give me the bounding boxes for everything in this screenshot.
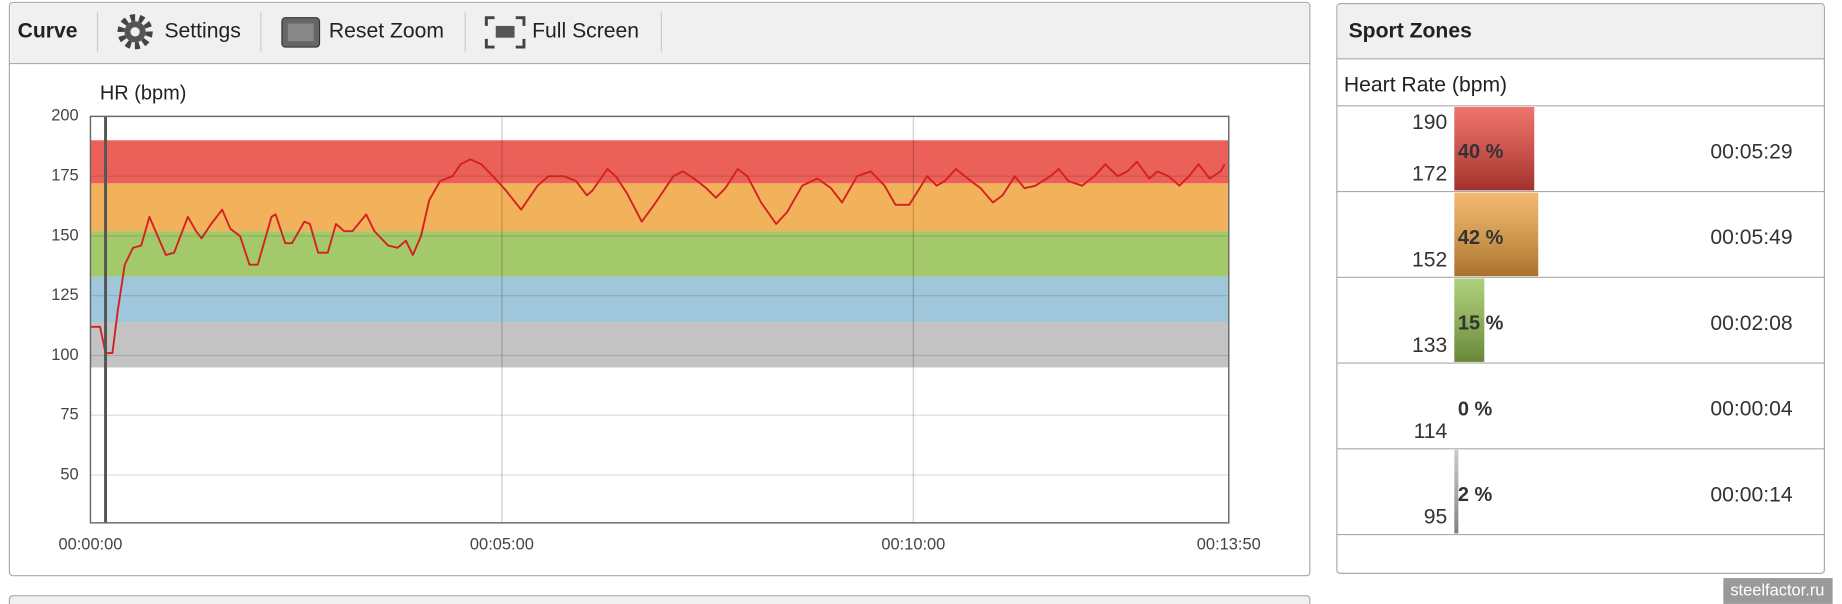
y-tick-label: 75	[60, 406, 78, 424]
y-tick-label: 125	[51, 286, 78, 304]
zone-bar-shade	[1454, 278, 1485, 362]
button-label: Full Screen	[532, 19, 639, 42]
zone-lower: 172	[1412, 163, 1447, 186]
zone-bar-shade	[1454, 450, 1459, 534]
y-tick-label: 200	[51, 107, 78, 125]
gear-icon	[130, 27, 140, 37]
toolbar-title: Curve	[18, 19, 78, 42]
fullscreen-icon	[495, 25, 515, 38]
zone-band	[90, 231, 1229, 277]
zoom-icon	[287, 23, 314, 42]
zone-lower: 95	[1424, 506, 1448, 529]
zone-percent: 40 %	[1458, 141, 1504, 163]
reset-zoom-button[interactable]: Reset Zoom	[281, 17, 444, 48]
button-label: Reset Zoom	[329, 19, 444, 42]
zone-percent: 2 %	[1458, 484, 1493, 506]
x-tick-label: 00:05:00	[470, 536, 534, 554]
zone-bar-shade	[1454, 192, 1539, 277]
fullscreen-icon	[484, 16, 526, 49]
zone-band	[90, 276, 1229, 323]
toolbar	[10, 3, 1309, 64]
zone-bar-shade	[1454, 106, 1535, 191]
x-tick-label: 00:00:00	[58, 536, 122, 554]
full-screen-button[interactable]: Full Screen	[484, 16, 639, 49]
x-tick-label: 00:13:50	[1197, 536, 1261, 554]
zone-upper: 190	[1412, 111, 1447, 134]
gear-icon	[117, 14, 153, 50]
zone-time: 00:05:29	[1710, 140, 1792, 163]
y-tick-label: 150	[51, 226, 78, 244]
zone-percent: 42 %	[1458, 227, 1504, 249]
zones-header	[1338, 4, 1824, 59]
zone-time: 00:00:04	[1710, 398, 1792, 421]
zone-time: 00:02:08	[1710, 312, 1792, 335]
watermark: steelfactor.ru	[1730, 581, 1824, 599]
zone-percent: 15 %	[1458, 313, 1504, 335]
button-label: Settings	[164, 19, 240, 42]
hr-line	[90, 158, 1226, 355]
x-tick-label: 00:10:00	[881, 536, 945, 554]
zone-band	[90, 183, 1229, 232]
y-tick-label: 50	[60, 465, 78, 483]
zone-band	[90, 322, 1229, 368]
zones-column-header: Heart Rate (bpm)	[1344, 73, 1507, 96]
y-tick-label: 100	[51, 346, 78, 364]
zone-time: 00:00:14	[1710, 483, 1792, 506]
plot-border	[89, 115, 1230, 524]
zone-lower: 114	[1414, 420, 1448, 443]
settings-button[interactable]: Settings	[117, 14, 241, 50]
plot: 50 75 100 125 150 175 200 00:00:00 00:05:00 00:10…	[51, 107, 1261, 554]
y-axis-label: HR (bpm)	[100, 82, 187, 104]
zones-title: Sport Zones	[1349, 19, 1472, 42]
zone-lower: 133	[1412, 334, 1447, 357]
next-panel	[8, 595, 1311, 604]
zone-time: 00:05:49	[1710, 226, 1792, 249]
zone-lower: 152	[1412, 248, 1447, 271]
zone-percent: 0 %	[1458, 398, 1493, 420]
watermark-box	[1723, 578, 1833, 604]
y-tick-label: 175	[51, 167, 78, 185]
zones-table: 190 172 40 % 00:05:29 152 42 % 00:05:49 133 15 %…	[1336, 105, 1825, 536]
zone-band	[90, 140, 1229, 184]
